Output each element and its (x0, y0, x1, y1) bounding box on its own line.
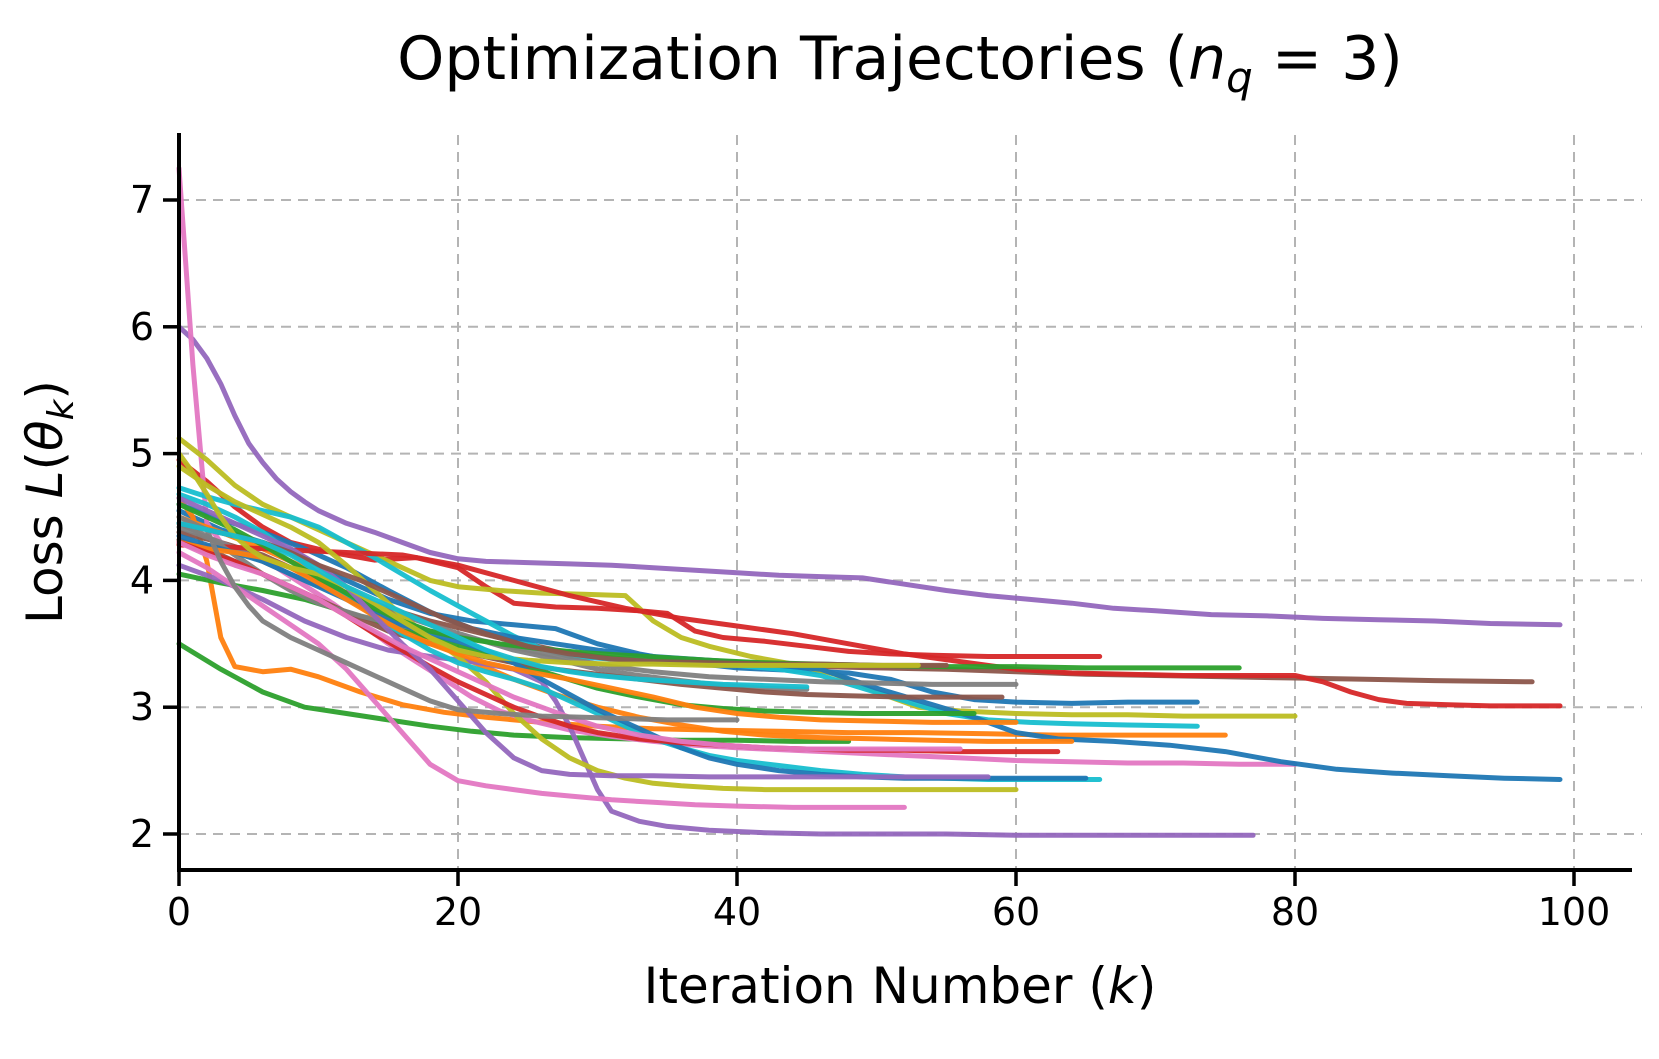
trajectory-line-run-11 (176, 501, 1563, 782)
x-tick-label-0: 0 (167, 890, 191, 934)
y-tick-label-2: 2 (130, 812, 154, 856)
trajectory-line-run-13 (176, 571, 977, 716)
axes-spines (177, 133, 1632, 872)
trajectory-line-run-25 (176, 495, 991, 780)
x-tick-label-60: 60 (992, 890, 1040, 934)
trajectory-line-run-17 (176, 550, 907, 810)
trajectory-line-run-28 (176, 514, 740, 723)
chart-title: Optimization Trajectories (nq = 3) (397, 24, 1403, 102)
x-tick-label-100: 100 (1538, 890, 1611, 934)
x-tick-label-80: 80 (1271, 890, 1319, 934)
tick-labels: 0 20 40 60 80 100 2 3 4 5 6 7 (130, 178, 1610, 934)
gridlines (179, 135, 1642, 870)
x-axis-label: Iteration Number (k) (644, 957, 1157, 1015)
trajectory-line-run-30 (176, 520, 810, 690)
y-tick-label-4: 4 (130, 558, 154, 602)
trajectory-line-run-23 (176, 501, 1242, 671)
trajectory-line-run-29 (176, 451, 921, 668)
trajectory-line-run-03 (176, 641, 852, 744)
y-axis-label: Loss L(θk) (16, 380, 82, 624)
tick-marks (163, 198, 1576, 886)
trajectory-lines (176, 165, 1563, 838)
y-tick-label-5: 5 (130, 432, 154, 476)
y-tick-label-3: 3 (130, 685, 154, 729)
trajectory-line-run-14 (176, 542, 1563, 709)
x-tick-label-40: 40 (713, 890, 761, 934)
y-tick-label-6: 6 (130, 305, 154, 349)
trajectory-line-run-05 (176, 324, 1563, 628)
y-tick-label-7: 7 (130, 178, 154, 222)
trajectory-line-run-27 (176, 539, 963, 752)
trajectory-line-run-02 (176, 495, 1228, 738)
x-tick-label-20: 20 (434, 890, 482, 934)
